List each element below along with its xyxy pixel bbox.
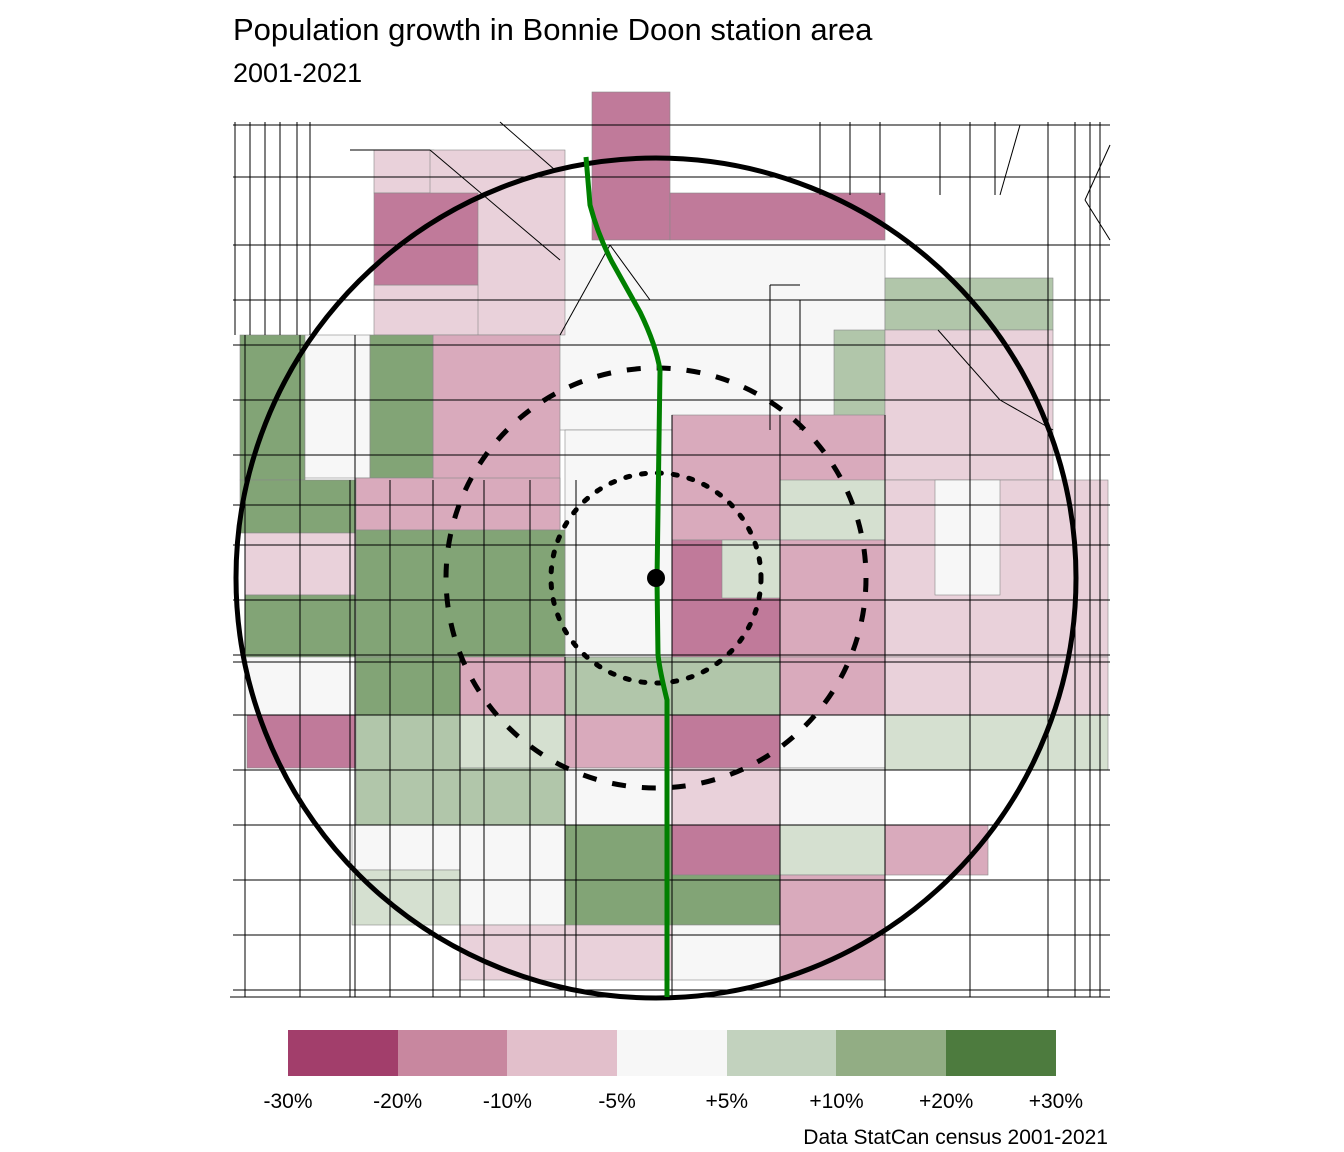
census-tile [779,714,886,769]
census-tile [355,477,561,531]
legend-label: -5% [598,1090,636,1113]
middle-buffer-circle [443,365,869,791]
census-tile [459,924,673,981]
census-tile [671,874,781,926]
road [937,329,1001,401]
census-tile [779,479,886,541]
census-tile [239,479,357,534]
legend-label: -10% [482,1090,532,1113]
census-tile [669,192,886,241]
census-tile [671,767,781,826]
legend-label: -20% [373,1090,423,1113]
legend-swatch [507,1030,618,1076]
census-tile [564,767,673,826]
census-tile [351,824,461,871]
legend-swatch [397,1030,508,1076]
legend-swatch [617,1030,727,1076]
legend-swatch [836,1030,947,1076]
road [999,399,1054,431]
legend-label: +20% [919,1090,974,1113]
inner-buffer-circle [548,470,764,686]
legend-swatch [288,1030,398,1076]
outer-buffer-circle [233,155,1079,1001]
census-tile [779,767,886,826]
color-legend [288,1030,1056,1076]
census-tile [779,539,886,658]
census-tile [373,149,435,194]
census-tile [779,824,886,876]
legend-label: +30% [1028,1090,1084,1113]
census-tile [459,767,566,826]
census-tile [591,91,671,241]
census-tile [564,824,673,931]
census-tile [459,824,566,926]
map-subtitle: 2001-2021 [233,58,363,88]
road [1084,199,1111,241]
legend-label: +5% [705,1090,749,1113]
station-point [647,569,665,587]
road [559,244,611,336]
road [609,244,651,301]
census-tile [671,924,781,981]
road [499,121,556,171]
legend-label: -30% [263,1090,313,1113]
road [1084,144,1111,201]
census-tile [884,714,1109,771]
census-tile [671,824,781,876]
road-network [230,121,1111,998]
census-tile [884,329,1054,481]
census-tile [369,334,434,479]
census-tile [779,874,886,981]
census-tile [779,656,886,716]
census-tile [564,714,673,769]
census-tile [246,714,357,769]
population-growth-map [230,91,1111,1001]
census-tile [373,284,479,336]
legend-swatch [946,1030,1056,1076]
census-tile [721,539,781,599]
road [429,149,561,261]
map-title: Population growth in Bonnie Doon station… [233,12,873,47]
transit-line [583,156,670,997]
census-tile [459,714,566,769]
census-tile [539,244,886,431]
census-tile [884,824,989,876]
legend-swatch [726,1030,837,1076]
census-tile [355,656,461,716]
source-caption: Data StatCan census 2001-2021 [803,1126,1108,1149]
census-tile [934,479,1001,596]
census-tile [884,277,1054,331]
road [999,124,1021,196]
census-tile [355,529,566,658]
census-tile [304,334,371,479]
census-tile [564,429,673,658]
legend-label: +10% [809,1090,864,1113]
